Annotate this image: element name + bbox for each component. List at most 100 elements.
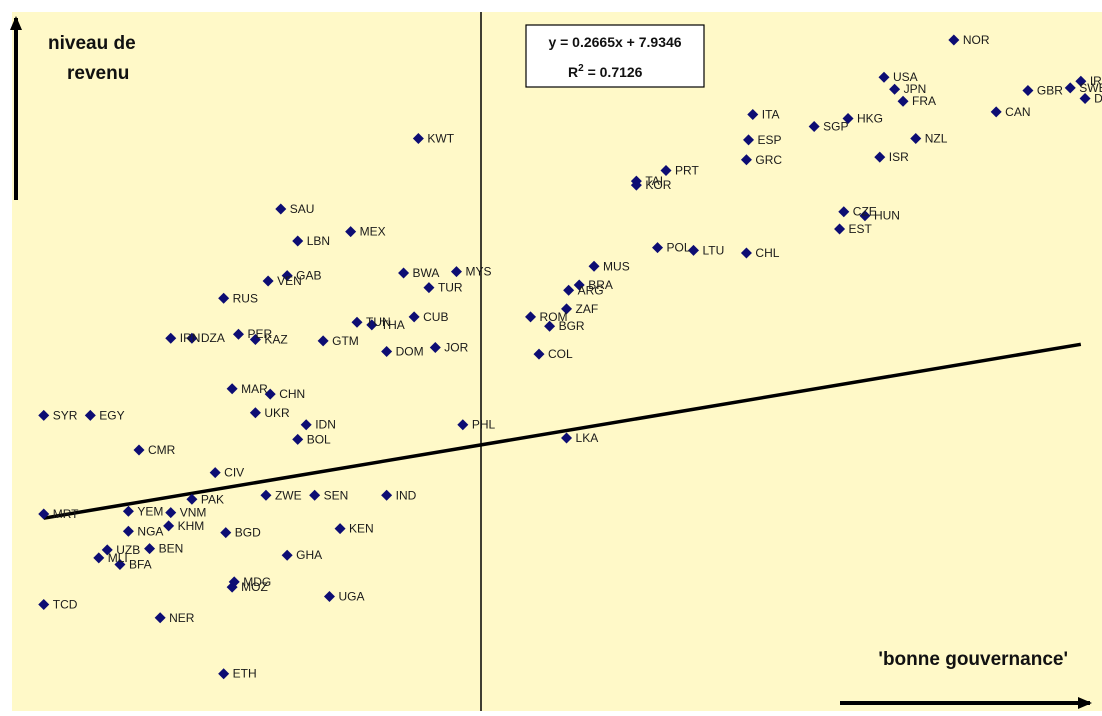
data-point-tur	[423, 282, 435, 294]
point-label-phl: PHL	[472, 418, 496, 432]
point-label-cub: CUB	[423, 310, 448, 324]
point-label-isr: ISR	[889, 150, 909, 164]
data-point-rom	[525, 311, 537, 323]
point-label-civ: CIV	[224, 466, 244, 480]
data-point-zaf	[561, 303, 573, 315]
data-point-mrt	[38, 508, 50, 520]
data-point-esp	[743, 134, 755, 146]
point-label-nzl: NZL	[925, 131, 948, 145]
data-point-mex	[345, 226, 357, 238]
point-label-sgp: SGP	[823, 120, 848, 134]
data-point-fra	[897, 95, 909, 107]
data-point-uzb	[101, 544, 113, 556]
point-label-rus: RUS	[233, 291, 258, 305]
data-point-mus	[588, 260, 600, 272]
point-label-kaz: KAZ	[264, 333, 287, 347]
data-point-bra	[573, 279, 585, 291]
data-point-ner	[154, 612, 166, 624]
data-point-tha	[366, 319, 378, 331]
data-point-jpn	[889, 83, 901, 95]
data-point-sgp	[808, 121, 820, 133]
data-point-usa	[878, 71, 890, 83]
data-point-lka	[561, 432, 573, 444]
data-point-irn	[165, 332, 177, 344]
data-point-khm	[163, 520, 175, 532]
trendline-group	[43, 342, 1082, 520]
point-label-sen: SEN	[324, 488, 349, 502]
data-point-ukr	[249, 407, 261, 419]
data-point-bgd	[220, 527, 232, 539]
point-label-can: CAN	[1005, 105, 1030, 119]
data-point-arg	[563, 284, 575, 296]
point-label-yem: YEM	[137, 504, 163, 518]
point-label-nga: NGA	[137, 524, 163, 538]
point-label-pak: PAK	[201, 492, 224, 506]
point-label-vnm: VNM	[180, 506, 207, 520]
data-point-uga	[323, 590, 335, 602]
data-point-bol	[292, 433, 304, 445]
data-point-mar	[226, 383, 238, 395]
point-label-mys: MYS	[465, 265, 491, 279]
data-point-deu	[1079, 93, 1091, 105]
point-label-ven: VEN	[277, 274, 302, 288]
point-label-swe: SWE	[1079, 81, 1102, 95]
data-point-civ	[209, 467, 221, 479]
point-label-mli: MLI	[108, 551, 128, 565]
point-label-jpn: JPN	[904, 82, 927, 96]
r-squared-value: = 0.7126	[584, 64, 643, 80]
point-label-bgd: BGD	[235, 526, 261, 540]
data-point-irl	[1075, 75, 1087, 87]
data-point-gha	[281, 549, 293, 561]
data-point-ltu	[688, 244, 700, 256]
data-point-grc	[740, 154, 752, 166]
point-label-est: EST	[849, 222, 873, 236]
point-label-tun: TUN	[366, 315, 391, 329]
point-label-grc: GRC	[755, 153, 782, 167]
point-label-ken: KEN	[349, 522, 374, 536]
data-point-nzl	[910, 132, 922, 144]
data-point-ken	[334, 523, 346, 535]
point-label-hun: HUN	[874, 209, 900, 223]
point-label-zwe: ZWE	[275, 488, 302, 502]
data-point-per	[232, 328, 244, 340]
data-point-mys	[450, 266, 462, 278]
r-squared-exponent: 2	[578, 63, 584, 74]
data-point-cub	[408, 311, 420, 323]
data-point-bfa	[114, 559, 126, 571]
point-label-bwa: BWA	[413, 266, 440, 280]
point-label-arg: ARG	[578, 283, 604, 297]
data-point-ita	[747, 109, 759, 121]
data-point-kor	[630, 179, 642, 191]
data-point-syr	[38, 409, 50, 421]
equation-box-frame	[525, 24, 705, 88]
data-point-cmr	[133, 444, 145, 456]
data-point-gtm	[317, 335, 329, 347]
data-point-hun	[859, 210, 871, 222]
point-label-uga: UGA	[338, 589, 364, 603]
data-point-tun	[351, 316, 363, 328]
data-point-swe	[1064, 82, 1076, 94]
data-point-prt	[660, 164, 672, 176]
point-label-mdg: MDG	[243, 575, 271, 589]
point-label-gbr: GBR	[1037, 84, 1063, 98]
data-point-ind	[381, 489, 393, 501]
point-label-jor: JOR	[444, 341, 468, 355]
point-label-ukr: UKR	[264, 406, 290, 420]
point-label-hkg: HKG	[857, 112, 883, 126]
data-point-hkg	[842, 113, 854, 125]
data-point-lbn	[292, 235, 304, 247]
point-label-ben: BEN	[159, 542, 184, 556]
point-label-moz: MOZ	[241, 580, 268, 594]
data-point-isr	[874, 151, 886, 163]
point-label-rom: ROM	[540, 310, 568, 324]
point-label-dom: DOM	[396, 345, 424, 359]
r-squared-text: R2 = 0.7126	[568, 63, 643, 80]
data-point-gab	[281, 270, 293, 282]
point-label-prt: PRT	[675, 163, 699, 177]
point-label-bfa: BFA	[129, 558, 152, 572]
data-point-pol	[652, 242, 664, 254]
point-label-chl: CHL	[755, 246, 779, 260]
point-label-idn: IDN	[315, 418, 336, 432]
data-point-sen	[309, 489, 321, 501]
